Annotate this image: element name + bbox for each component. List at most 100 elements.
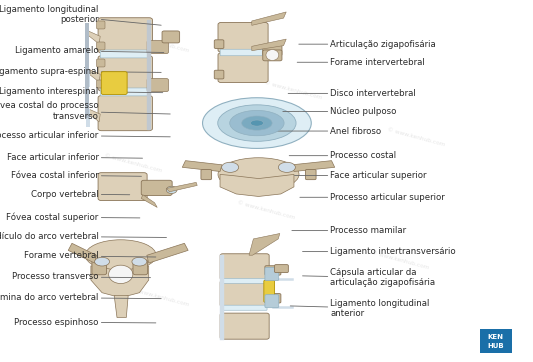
- FancyBboxPatch shape: [98, 18, 152, 53]
- Bar: [147, 20, 150, 129]
- FancyBboxPatch shape: [220, 281, 269, 307]
- Bar: [86, 109, 90, 127]
- FancyBboxPatch shape: [92, 260, 107, 275]
- FancyBboxPatch shape: [101, 72, 127, 94]
- FancyBboxPatch shape: [265, 295, 279, 308]
- FancyBboxPatch shape: [100, 50, 150, 58]
- FancyBboxPatch shape: [264, 280, 274, 302]
- Text: Anel fibroso: Anel fibroso: [272, 127, 382, 135]
- Text: © www.kenhub.com: © www.kenhub.com: [264, 80, 322, 101]
- FancyBboxPatch shape: [263, 45, 282, 56]
- Text: Processo mamilar: Processo mamilar: [292, 226, 407, 235]
- FancyBboxPatch shape: [96, 59, 105, 67]
- Polygon shape: [292, 161, 335, 172]
- Ellipse shape: [85, 240, 156, 271]
- Ellipse shape: [203, 98, 311, 148]
- FancyBboxPatch shape: [222, 278, 267, 283]
- Polygon shape: [147, 243, 188, 263]
- Text: Núcleo pulposo: Núcleo pulposo: [283, 107, 397, 116]
- FancyBboxPatch shape: [96, 42, 105, 50]
- Ellipse shape: [166, 186, 177, 194]
- FancyBboxPatch shape: [162, 31, 180, 43]
- Text: © www.kenhub.com: © www.kenhub.com: [386, 127, 445, 148]
- FancyBboxPatch shape: [274, 265, 288, 273]
- FancyBboxPatch shape: [98, 56, 152, 91]
- Text: HUB: HUB: [487, 344, 504, 349]
- Bar: [480, 329, 512, 353]
- Text: Fóvea costal inferior: Fóvea costal inferior: [11, 171, 141, 180]
- FancyBboxPatch shape: [133, 260, 148, 275]
- FancyBboxPatch shape: [265, 266, 281, 275]
- FancyBboxPatch shape: [222, 305, 267, 310]
- Text: Fóvea costal superior: Fóvea costal superior: [6, 212, 140, 222]
- Text: © www.kenhub.com: © www.kenhub.com: [370, 251, 429, 271]
- Text: Pedículo do arco vertebral: Pedículo do arco vertebral: [0, 232, 166, 241]
- FancyBboxPatch shape: [98, 96, 152, 131]
- Text: Forame vertebral: Forame vertebral: [24, 252, 156, 260]
- Text: Disco intervertebral: Disco intervertebral: [288, 89, 416, 98]
- Polygon shape: [141, 195, 157, 207]
- FancyBboxPatch shape: [220, 254, 269, 280]
- Ellipse shape: [278, 162, 295, 172]
- Text: Ligamento longitudinal
posterior: Ligamento longitudinal posterior: [0, 5, 161, 25]
- Ellipse shape: [230, 110, 284, 136]
- FancyBboxPatch shape: [220, 49, 266, 56]
- Polygon shape: [68, 243, 96, 263]
- Polygon shape: [86, 30, 100, 44]
- Ellipse shape: [241, 116, 272, 130]
- FancyBboxPatch shape: [141, 180, 172, 195]
- Ellipse shape: [109, 265, 133, 283]
- Text: Ligamento amarelo: Ligamento amarelo: [15, 46, 164, 55]
- FancyBboxPatch shape: [214, 70, 224, 79]
- Polygon shape: [252, 39, 286, 51]
- Polygon shape: [166, 182, 197, 192]
- Text: Processo costal: Processo costal: [289, 151, 397, 160]
- Polygon shape: [252, 12, 286, 25]
- Text: Ligamento intertransversário: Ligamento intertransversário: [303, 247, 456, 256]
- Polygon shape: [86, 108, 100, 122]
- FancyBboxPatch shape: [214, 40, 224, 49]
- Polygon shape: [91, 266, 149, 298]
- FancyBboxPatch shape: [96, 21, 105, 29]
- Ellipse shape: [222, 162, 239, 172]
- Ellipse shape: [251, 120, 263, 126]
- FancyBboxPatch shape: [218, 53, 268, 83]
- FancyBboxPatch shape: [265, 294, 281, 303]
- Text: Processo articular inferior: Processo articular inferior: [0, 131, 170, 140]
- FancyBboxPatch shape: [263, 50, 282, 61]
- FancyBboxPatch shape: [305, 169, 316, 180]
- Text: © www.kenhub.com: © www.kenhub.com: [237, 200, 296, 220]
- Text: KEN: KEN: [488, 334, 504, 340]
- FancyBboxPatch shape: [100, 88, 150, 96]
- FancyBboxPatch shape: [201, 169, 212, 180]
- Text: © www.kenhub.com: © www.kenhub.com: [131, 287, 189, 307]
- FancyBboxPatch shape: [218, 22, 268, 52]
- Ellipse shape: [132, 257, 147, 266]
- Polygon shape: [114, 295, 128, 317]
- FancyBboxPatch shape: [220, 313, 269, 339]
- Polygon shape: [86, 68, 100, 82]
- Text: Face articular superior: Face articular superior: [295, 171, 427, 180]
- Text: Processo transverso: Processo transverso: [12, 273, 150, 281]
- FancyBboxPatch shape: [147, 41, 168, 54]
- Text: Articulação zigapofisária: Articulação zigapofisária: [299, 40, 436, 49]
- Ellipse shape: [218, 158, 299, 191]
- Ellipse shape: [218, 105, 296, 141]
- Text: © www.kenhub.com: © www.kenhub.com: [104, 153, 163, 173]
- Bar: [85, 23, 89, 118]
- Text: Processo espinhoso: Processo espinhoso: [14, 318, 156, 327]
- FancyBboxPatch shape: [265, 268, 279, 281]
- Text: © www.kenhub.com: © www.kenhub.com: [131, 33, 189, 54]
- Polygon shape: [220, 174, 294, 197]
- Polygon shape: [249, 233, 280, 255]
- Text: Cápsula articular da
articulação zigapofisária: Cápsula articular da articulação zigapof…: [303, 268, 435, 287]
- Text: Face articular inferior: Face articular inferior: [6, 153, 142, 161]
- Polygon shape: [182, 161, 222, 172]
- Text: Fóvea costal do processo
transverso: Fóvea costal do processo transverso: [0, 101, 170, 121]
- Bar: [220, 255, 224, 340]
- Text: Corpo vertebral: Corpo vertebral: [31, 190, 130, 198]
- FancyBboxPatch shape: [98, 173, 147, 201]
- Ellipse shape: [266, 50, 279, 60]
- Text: Forame intervertebral: Forame intervertebral: [297, 58, 425, 67]
- Text: Lâmina do arco vertebral: Lâmina do arco vertebral: [0, 293, 161, 302]
